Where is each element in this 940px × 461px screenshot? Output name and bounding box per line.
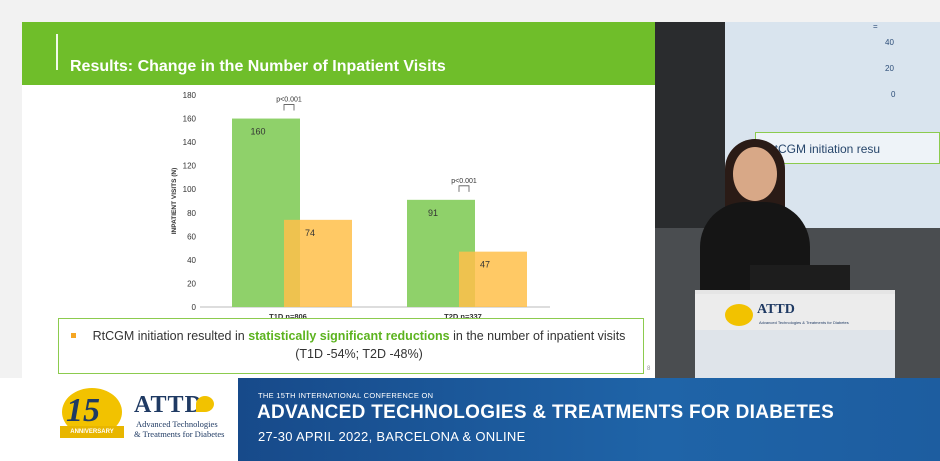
- anniversary-ribbon: ANNIVERSARY: [60, 426, 124, 438]
- y-tick-label: 40: [187, 256, 196, 265]
- slide-title: Results: Change in the Number of Inpatie…: [70, 58, 446, 75]
- conference-edition: THE 15TH INTERNATIONAL CONFERENCE ON: [258, 391, 434, 400]
- banner-text-area: [238, 378, 940, 461]
- presentation-slide: Results: Change in the Number of Inpatie…: [22, 22, 655, 378]
- y-tick-label: 20: [187, 279, 196, 288]
- conference-name: ADVANCED TECHNOLOGIES & TREATMENTS FOR D…: [257, 402, 835, 423]
- callout-prefix: RtCGM initiation resulted in: [92, 329, 249, 343]
- conference-dates: 27-30 APRIL 2022, BARCELONA & ONLINE: [258, 429, 526, 444]
- podium: ATTD Advanced Technologies & Treatments …: [695, 290, 895, 378]
- y-tick-label: 80: [187, 209, 196, 218]
- callout-suffix: in the number of inpatient visits (T1D -…: [295, 329, 626, 361]
- room-shadow: [655, 22, 725, 242]
- screen-tick-20: 20: [885, 64, 894, 73]
- podium-logo-icon: [725, 304, 753, 326]
- x-category-label: T2D n=337: [444, 312, 482, 321]
- y-tick-label: 0: [192, 303, 197, 312]
- bar-follow-up: [284, 219, 352, 307]
- y-axis-label: INPATIENT VISITS (N): [171, 168, 178, 235]
- y-tick-label: 180: [183, 91, 197, 100]
- speaker-camera: = 40 20 0 RtCGM initiation resu ATTD Adv…: [655, 22, 940, 378]
- slide-header: Results: Change in the Number of Inpatie…: [22, 22, 655, 85]
- banner-logo-area: 15 ANNIVERSARY ATTD Advanced Technologie…: [0, 378, 238, 461]
- bar-value-label: 160: [250, 127, 265, 137]
- podium-front-panel: [695, 330, 895, 378]
- bar-value-label: 91: [428, 208, 438, 218]
- podium-logo: ATTD: [757, 302, 795, 317]
- logo-subtitle-2: & Treatments for Diabetes: [134, 429, 225, 439]
- logo-drop-icon: [196, 396, 214, 412]
- bar-value-label: 47: [480, 260, 490, 270]
- conference-banner: 15 ANNIVERSARY ATTD Advanced Technologie…: [0, 378, 940, 461]
- significance-bracket: [458, 185, 470, 192]
- slide-page-number: 8: [647, 366, 651, 372]
- logo-subtitle-1: Advanced Technologies: [136, 419, 218, 429]
- y-tick-label: 160: [183, 115, 197, 124]
- bar-value-label: 74: [305, 228, 315, 238]
- results-callout: RtCGM initiation resulted in statistical…: [58, 318, 644, 374]
- y-tick-label: 140: [183, 138, 197, 147]
- callout-highlight: statistically significant reductions: [248, 329, 450, 343]
- y-tick-label: 100: [183, 185, 197, 194]
- screen-tick-0: 0: [891, 90, 896, 99]
- bar-chart: 0 20 40 60 80 100 120 140 160 180 INPATIENT VISITS…: [171, 91, 550, 336]
- screen-tick-40: 40: [885, 38, 894, 47]
- x-category-label: T1D n=806: [269, 312, 307, 321]
- podium-logo-subtitle: Advanced Technologies & Treatments for D…: [759, 320, 849, 325]
- significance-bracket: [283, 104, 295, 111]
- bullet-icon: [71, 333, 76, 338]
- significance-label: p<0.001: [451, 178, 477, 185]
- y-tick-label: 120: [183, 162, 197, 171]
- attd-logo: ATTD: [134, 392, 203, 418]
- screen-tick-equals: =: [873, 22, 878, 31]
- y-tick-label: 60: [187, 232, 196, 241]
- anniversary-label: ANNIVERSARY: [70, 429, 114, 435]
- anniversary-number: 15: [66, 392, 100, 429]
- screen-callout-text: RtCGM initiation resu: [766, 142, 881, 156]
- header-accent-line: [56, 34, 58, 70]
- callout-text: RtCGM initiation resulted in statistical…: [85, 327, 633, 363]
- bar-follow-up: [459, 251, 527, 307]
- speaker-face: [733, 147, 777, 201]
- screen-callout: RtCGM initiation resu: [755, 132, 940, 164]
- significance-label: p<0.001: [276, 97, 302, 104]
